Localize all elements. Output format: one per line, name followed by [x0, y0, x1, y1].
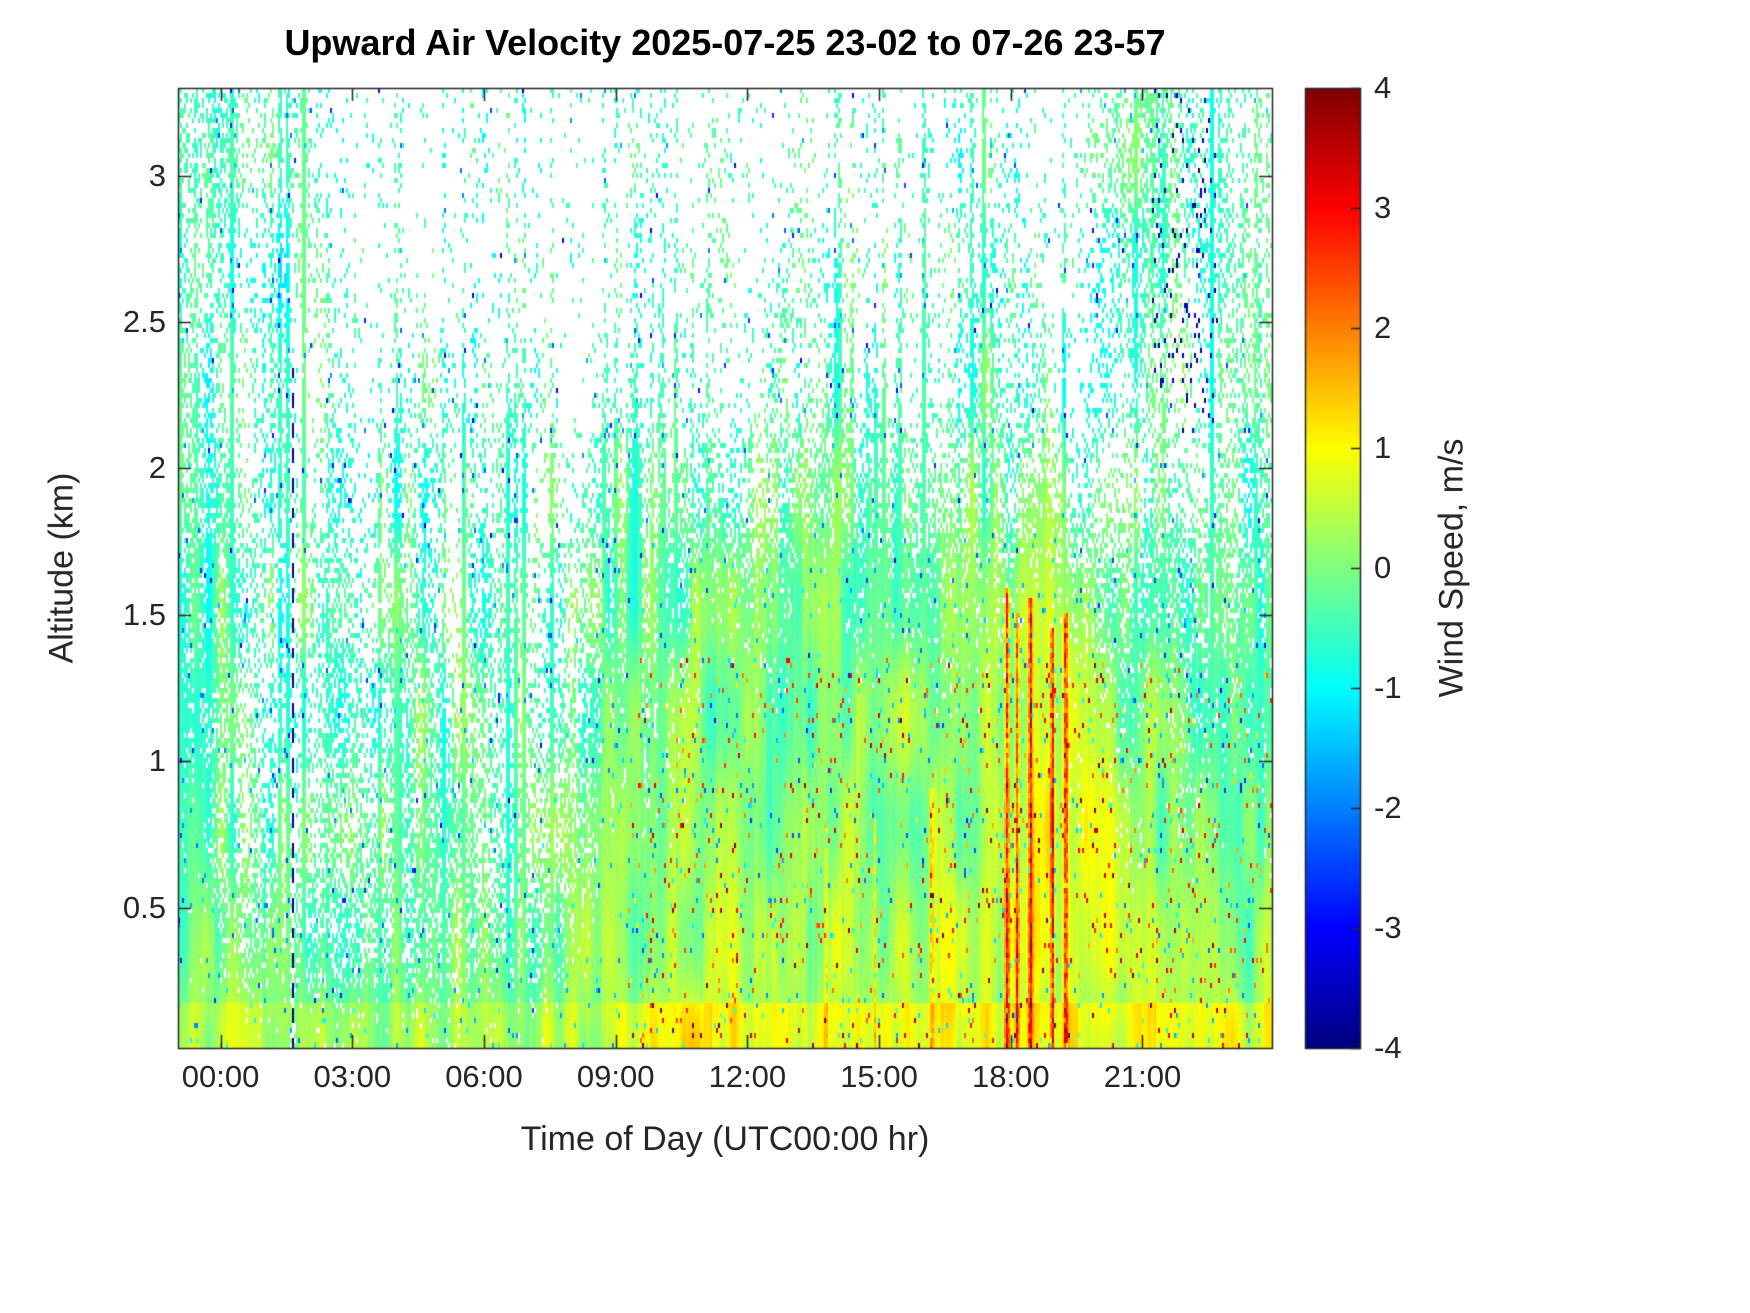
colorbar-tick-label: 1 [1374, 430, 1392, 465]
x-tick-label: 12:00 [708, 1059, 787, 1094]
x-tick-label: 21:00 [1103, 1059, 1182, 1094]
chart-title: Upward Air Velocity 2025-07-25 23-02 to … [284, 22, 1166, 63]
colorbar-tick-label: -4 [1374, 1030, 1402, 1065]
x-tick-label: 15:00 [840, 1059, 918, 1094]
y-tick-label: 0.5 [122, 889, 166, 925]
x-tick-label: 00:00 [181, 1059, 260, 1094]
x-axis-label: Time of Day (UTC00:00 hr) [520, 1120, 930, 1158]
y-tick-label: 1.5 [122, 596, 166, 632]
x-tick-label: 18:00 [971, 1059, 1050, 1094]
colorbar-tick-label: -3 [1374, 910, 1402, 945]
colorbar-tick-label: 4 [1374, 70, 1392, 105]
colorbar-tick-label: 2 [1374, 310, 1392, 345]
x-tick-label: 09:00 [576, 1059, 655, 1094]
y-tick-label: 1 [148, 743, 166, 779]
x-tick-label: 03:00 [313, 1059, 392, 1094]
colorbar-tick-label: 3 [1374, 190, 1392, 225]
colorbar-tick-label: -2 [1374, 790, 1402, 825]
y-tick-label: 2 [148, 450, 166, 486]
y-tick-label: 2.5 [122, 304, 166, 340]
colorbar-tick-label: 0 [1374, 550, 1392, 585]
y-tick-label: 3 [148, 157, 166, 193]
y-axis-label: Altitude (km) [42, 472, 81, 664]
x-tick-label: 06:00 [445, 1059, 523, 1094]
colorbar-tick-label: -1 [1374, 670, 1402, 705]
